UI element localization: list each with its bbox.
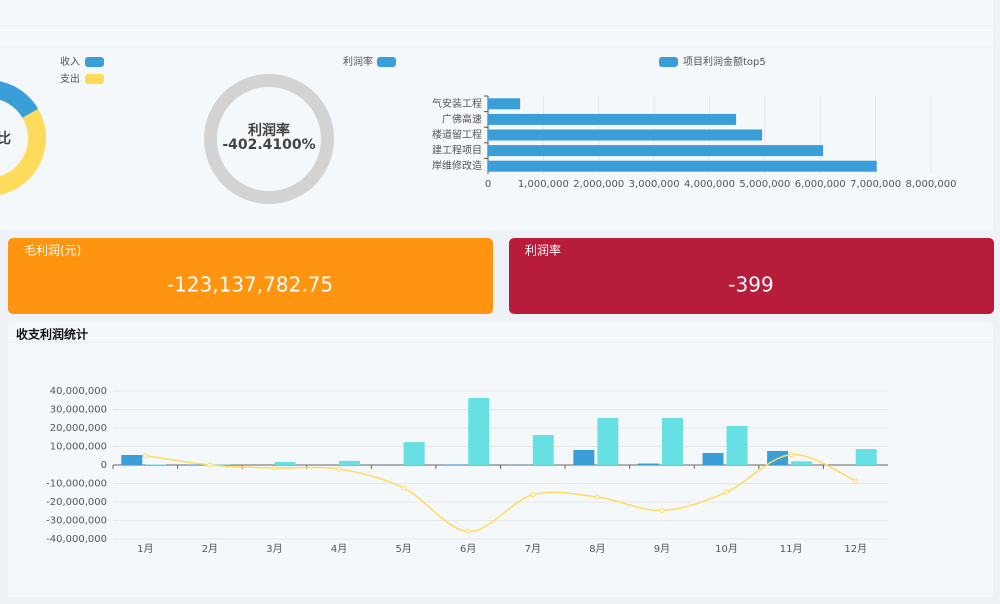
legend-swatch bbox=[659, 57, 678, 67]
donut-value: -402.4100% bbox=[222, 137, 315, 153]
x-tick-label: 7,000,000 bbox=[850, 179, 901, 190]
bar bbox=[597, 418, 618, 465]
x-tick-label: 3月 bbox=[266, 543, 282, 555]
y-tick-label: 30,000,000 bbox=[50, 405, 107, 416]
bar bbox=[791, 461, 812, 465]
card-value: -399 bbox=[728, 273, 773, 297]
y-tick-label: 岸维修改造 bbox=[432, 159, 482, 172]
line-point bbox=[854, 479, 858, 483]
line-point bbox=[272, 466, 276, 470]
x-tick-label: 6,000,000 bbox=[795, 179, 846, 190]
x-tick-label: 0 bbox=[485, 179, 491, 190]
y-tick-label: 气安装工程 bbox=[432, 97, 482, 110]
chart-title: 收支利润统计 bbox=[16, 327, 88, 342]
x-tick-label: 11月 bbox=[780, 543, 803, 555]
legend-swatch bbox=[85, 74, 104, 84]
bar bbox=[703, 453, 724, 465]
bar bbox=[638, 464, 659, 465]
bar bbox=[662, 418, 683, 465]
x-tick-label: 7月 bbox=[525, 543, 541, 555]
x-tick-label: 12月 bbox=[844, 543, 867, 555]
card-title: 利润率 bbox=[525, 243, 561, 258]
line-point bbox=[143, 454, 147, 458]
x-tick-label: 10月 bbox=[715, 543, 738, 555]
bar bbox=[121, 455, 142, 465]
x-tick-label: 6月 bbox=[460, 543, 476, 555]
bar bbox=[339, 461, 360, 465]
line-point bbox=[660, 509, 664, 513]
line-point bbox=[208, 463, 212, 467]
x-tick-label: 9月 bbox=[654, 543, 670, 555]
y-tick-label: 10,000,000 bbox=[50, 442, 107, 453]
bar bbox=[488, 130, 762, 141]
bar bbox=[533, 435, 554, 465]
y-tick-label: -10,000,000 bbox=[46, 479, 107, 490]
line-point bbox=[337, 467, 341, 471]
bar bbox=[488, 114, 736, 125]
x-tick-label: 2月 bbox=[202, 543, 218, 555]
x-tick-label: 2,000,000 bbox=[573, 179, 624, 190]
legend-label: 利润率 bbox=[343, 55, 373, 68]
card-value: -123,137,782.75 bbox=[167, 273, 333, 297]
bar bbox=[488, 98, 520, 109]
x-tick-label: 4月 bbox=[331, 543, 347, 555]
pie-center-label: 比 bbox=[0, 130, 11, 147]
y-tick-label: 楼道留工程 bbox=[432, 128, 482, 141]
top-panel bbox=[0, 0, 993, 25]
bar bbox=[856, 449, 877, 465]
legend-swatch bbox=[85, 57, 104, 67]
bar bbox=[444, 464, 465, 465]
legend-label: 项目利润金额top5 bbox=[683, 55, 766, 68]
y-tick-label: 0 bbox=[101, 460, 107, 471]
line-point bbox=[789, 453, 793, 457]
legend-label: 收入 bbox=[60, 55, 80, 68]
bar bbox=[573, 450, 594, 465]
line-point bbox=[402, 486, 406, 490]
stats-panel bbox=[8, 322, 993, 597]
y-tick-label: 40,000,000 bbox=[50, 386, 107, 397]
bar bbox=[274, 462, 295, 465]
bar bbox=[488, 145, 823, 156]
legend-label: 支出 bbox=[60, 72, 80, 85]
line-point bbox=[466, 529, 470, 533]
line-point bbox=[725, 490, 729, 494]
line-point bbox=[595, 495, 599, 499]
bar bbox=[145, 464, 166, 465]
bar bbox=[488, 161, 877, 172]
y-tick-label: -40,000,000 bbox=[46, 534, 107, 545]
y-tick-label: 建工程项目 bbox=[432, 144, 482, 157]
y-tick-label: -20,000,000 bbox=[46, 497, 107, 508]
y-tick-label: 20,000,000 bbox=[50, 423, 107, 434]
y-tick-label: 广佛高速 bbox=[442, 112, 482, 125]
x-tick-label: 8月 bbox=[589, 543, 605, 555]
bar bbox=[727, 426, 748, 465]
legend-swatch bbox=[377, 57, 396, 67]
x-tick-label: 3,000,000 bbox=[629, 179, 680, 190]
bar bbox=[404, 442, 425, 465]
chart-panel bbox=[0, 27, 993, 230]
x-tick-label: 8,000,000 bbox=[906, 179, 957, 190]
x-tick-label: 5,000,000 bbox=[739, 179, 790, 190]
bar bbox=[468, 398, 489, 465]
x-tick-label: 4,000,000 bbox=[684, 179, 735, 190]
line-point bbox=[531, 493, 535, 497]
card-title: 毛利润(元) bbox=[24, 244, 81, 258]
x-tick-label: 5月 bbox=[395, 543, 411, 555]
x-tick-label: 1月 bbox=[137, 543, 153, 555]
y-tick-label: -30,000,000 bbox=[46, 516, 107, 527]
x-tick-label: 1,000,000 bbox=[518, 179, 569, 190]
